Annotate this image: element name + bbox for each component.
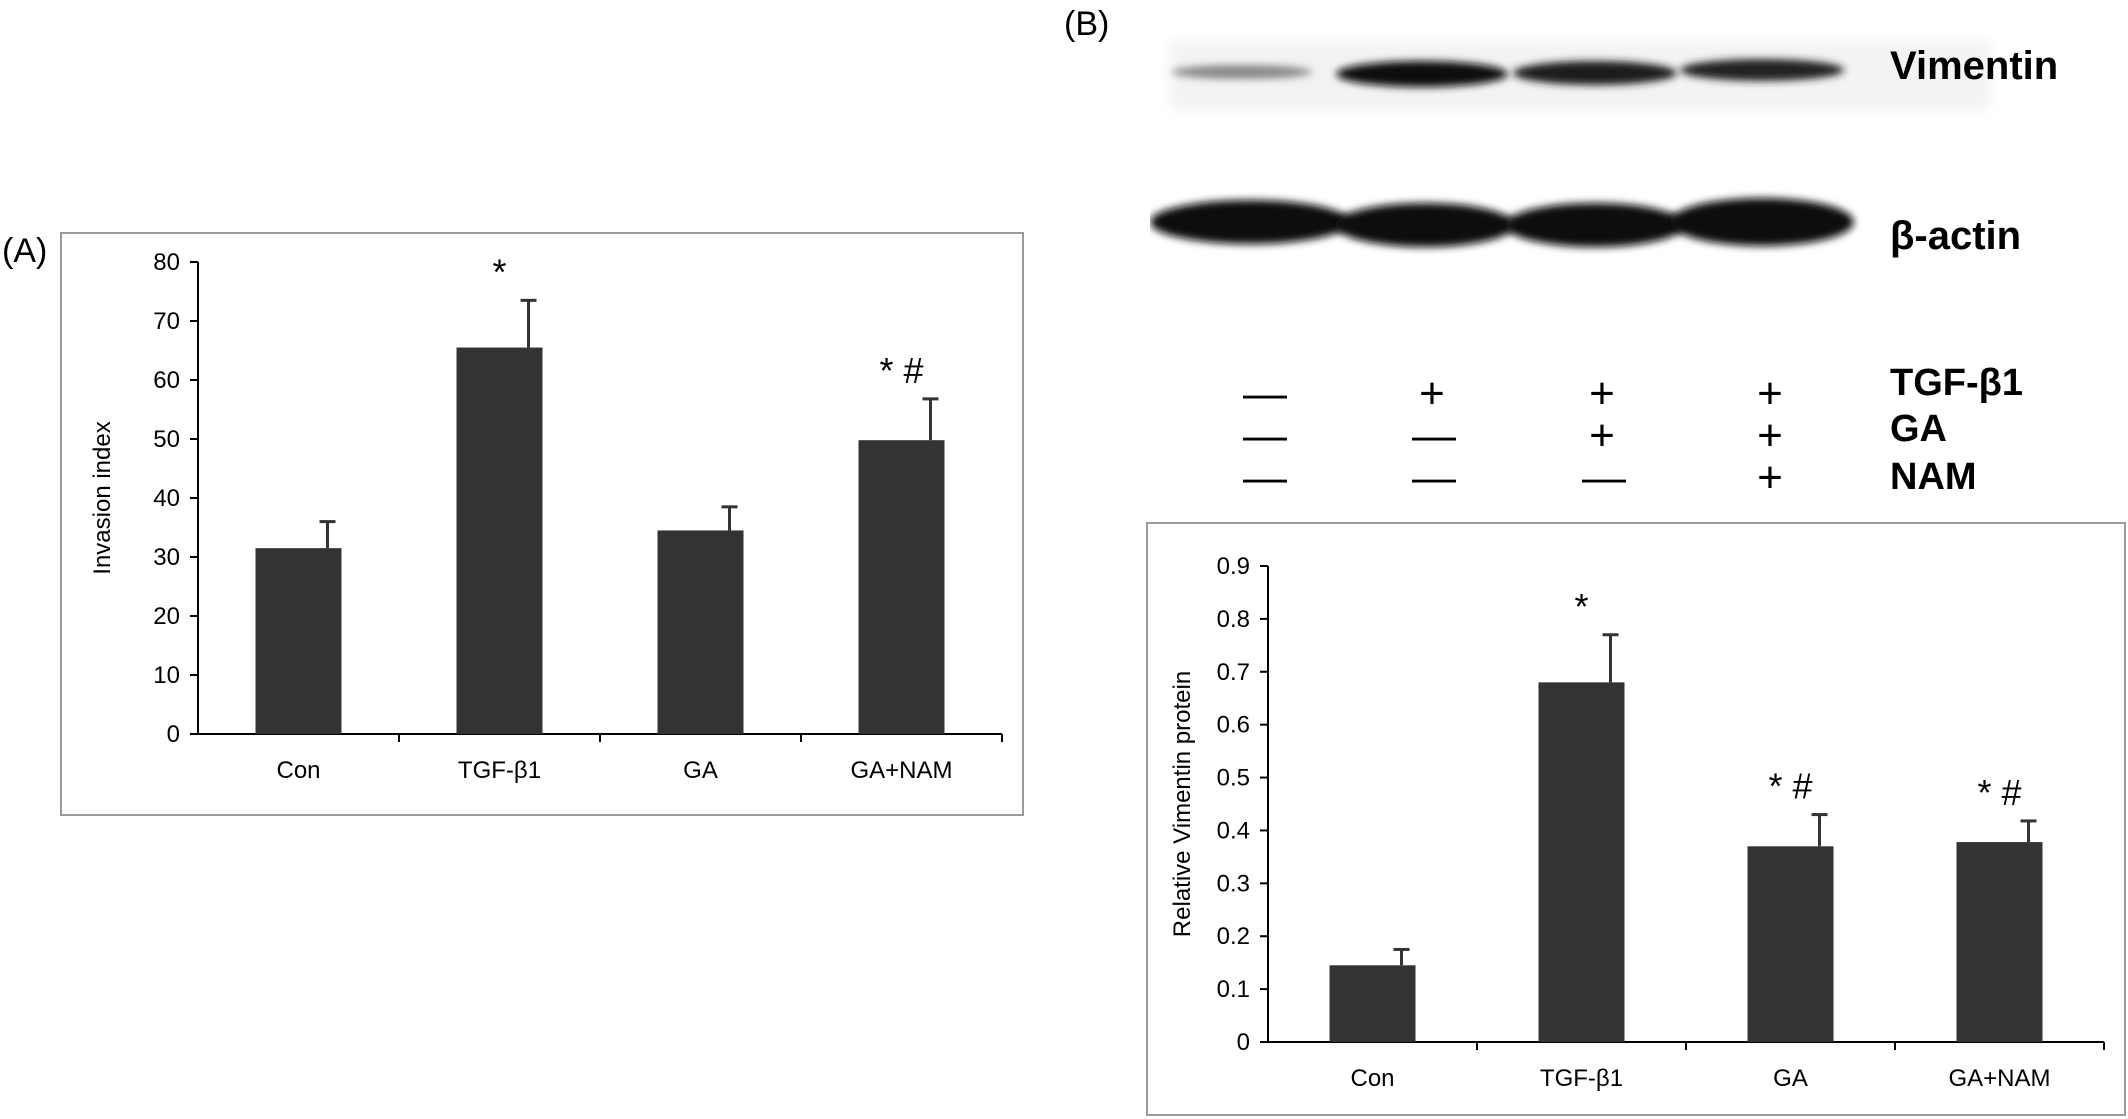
chart-a-y-tick-label: 20: [153, 603, 180, 630]
actin-band-3: [1505, 203, 1685, 247]
sign-ga-3: +: [1589, 411, 1615, 460]
chart-a-frame: 0 10 20 30 40 50 60 70 80 Invasion index Con TGF-β1…: [60, 232, 1024, 816]
chart-a-y-tick-label: 40: [153, 485, 180, 512]
chart-a-y-tick-label: 60: [153, 367, 180, 394]
chart-a-category-label: GA: [683, 757, 718, 784]
chart-b-bar-1: [1329, 965, 1416, 1042]
chart-b-y-tick-label: 0.1: [1217, 976, 1250, 1003]
chart-a-y-tick-label: 80: [153, 249, 180, 276]
vimentin-band-1: [1172, 65, 1312, 79]
chart-a-y-axis-label: Invasion index: [89, 421, 116, 574]
chart-b-y-tick-label: 0.2: [1217, 923, 1250, 950]
actin-band-1: [1150, 200, 1350, 244]
sign-nam-3: —: [1582, 453, 1626, 502]
chart-a-y-tick-label: 0: [167, 721, 180, 748]
chart-b-significance-mark: * #: [1977, 772, 2021, 813]
chart-a-y-tick-label: 30: [153, 544, 180, 571]
treatment-table: — + + + TGF-β1 — — + + GA — — — + NAM: [1150, 360, 2128, 510]
vimentin-band-3: [1513, 61, 1677, 85]
blot-label-actin: β-actin: [1890, 214, 2022, 258]
chart-a-significance-mark: *: [492, 251, 506, 292]
chart-b-category-label: GA: [1773, 1065, 1808, 1092]
chart-b-y-tick-label: 0.4: [1217, 817, 1250, 844]
sign-tgf-4: +: [1757, 369, 1783, 418]
invasion-chart: 0 10 20 30 40 50 60 70 80 Invasion index Con TGF-β1…: [89, 249, 1003, 784]
treatment-label-ga: GA: [1890, 408, 1947, 450]
chart-b-y-tick-label: 0.3: [1217, 870, 1250, 897]
actin-band-4: [1670, 198, 1854, 246]
chart-b-significance-mark: *: [1574, 586, 1588, 627]
chart-a-bar-1: [255, 548, 342, 734]
chart-b-y-tick-label: 0.5: [1217, 765, 1250, 792]
chart-a-y-tick-label: 50: [153, 426, 180, 453]
sign-ga-1: —: [1243, 411, 1287, 460]
chart-b-category-label: Con: [1350, 1065, 1394, 1092]
vimentin-band-4: [1680, 59, 1844, 81]
panel-b-label: (B): [1064, 5, 1110, 43]
actin-band-2: [1335, 203, 1515, 247]
chart-b-significance-mark: * #: [1768, 766, 1812, 807]
chart-b-y-tick-label: 0.8: [1217, 606, 1250, 633]
chart-b-bar-4: [1956, 842, 2043, 1042]
chart-b-category-label: GA+NAM: [1948, 1065, 2050, 1092]
sign-nam-2: —: [1412, 453, 1456, 502]
sign-nam-1: —: [1243, 453, 1287, 502]
chart-a-category-label: GA+NAM: [850, 757, 952, 784]
sign-tgf-1: —: [1243, 369, 1287, 418]
chart-b-y-tick-label: 0.9: [1217, 553, 1250, 580]
sign-tgf-2: +: [1419, 369, 1445, 418]
chart-b-frame: 0 0.1 0.2 0.3 0.4 0.5 0.6 0.7 0.8 0.9 Relative Vim…: [1146, 522, 2126, 1116]
sign-ga-2: —: [1412, 411, 1456, 460]
chart-b-category-label: TGF-β1: [1540, 1065, 1623, 1092]
chart-b-y-axis-label: Relative Vimentin protein: [1169, 671, 1196, 937]
chart-a-significance-mark: * #: [879, 350, 923, 391]
vimentin-chart: 0 0.1 0.2 0.3 0.4 0.5 0.6 0.7 0.8 0.9 Relative Vim…: [1169, 553, 2105, 1092]
chart-a-y-tick-label: 10: [153, 662, 180, 689]
chart-a-y-tick-label: 70: [153, 308, 180, 335]
sign-nam-4: +: [1757, 453, 1783, 502]
blot-label-vimentin: Vimentin: [1890, 44, 2059, 88]
chart-a-bar-4: [858, 440, 945, 734]
chart-b-y-tick-label: 0: [1237, 1029, 1250, 1056]
chart-b-y-tick-label: 0.7: [1217, 659, 1250, 686]
chart-b-bar-2: [1538, 682, 1625, 1042]
treatment-label-nam: NAM: [1890, 456, 1977, 498]
chart-a-category-label: TGF-β1: [458, 757, 541, 784]
sign-tgf-3: +: [1589, 369, 1615, 418]
treatment-label-tgf: TGF-β1: [1890, 362, 2023, 404]
chart-a-bar-2: [456, 347, 543, 734]
panel-a-label: (A): [2, 232, 48, 270]
sign-ga-4: +: [1757, 411, 1783, 460]
western-blot-image: [1150, 40, 1990, 247]
chart-b-bar-3: [1747, 846, 1834, 1042]
chart-b-y-tick-label: 0.6: [1217, 712, 1250, 739]
chart-a-bar-3: [657, 530, 744, 734]
vimentin-band-2: [1336, 61, 1508, 87]
western-blot: Vimentin β-actin: [1150, 0, 2128, 270]
chart-a-category-label: Con: [276, 757, 320, 784]
